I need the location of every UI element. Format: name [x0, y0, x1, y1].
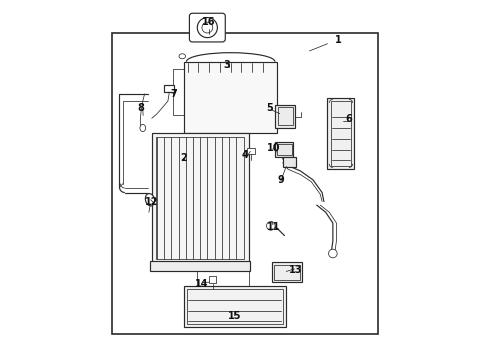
Bar	[274, 265, 300, 280]
Text: 4: 4	[242, 150, 248, 160]
Text: 16: 16	[202, 17, 216, 27]
Bar	[327, 98, 354, 169]
Text: 15: 15	[227, 311, 241, 321]
Bar	[278, 107, 293, 126]
Text: 3: 3	[224, 60, 230, 70]
Text: 8: 8	[138, 103, 145, 113]
Ellipse shape	[179, 54, 186, 59]
Bar	[187, 289, 283, 324]
Bar	[247, 148, 255, 154]
Text: 1: 1	[335, 35, 342, 45]
FancyBboxPatch shape	[190, 13, 225, 42]
Text: 9: 9	[277, 175, 284, 185]
Circle shape	[329, 249, 337, 258]
Text: 11: 11	[267, 222, 280, 231]
Text: 5: 5	[267, 103, 273, 113]
Ellipse shape	[140, 125, 146, 132]
Text: 2: 2	[181, 153, 187, 163]
Text: 13: 13	[289, 265, 302, 275]
Bar	[112, 33, 378, 334]
Bar	[150, 261, 250, 271]
Text: 14: 14	[195, 279, 209, 289]
Ellipse shape	[146, 194, 154, 206]
Text: 12: 12	[145, 197, 158, 207]
Bar	[152, 134, 248, 262]
Bar	[275, 142, 294, 157]
Bar	[164, 85, 174, 92]
Circle shape	[202, 22, 213, 33]
Text: 10: 10	[267, 143, 280, 153]
Bar	[184, 62, 277, 134]
Bar	[272, 262, 302, 282]
Bar	[156, 137, 245, 259]
Circle shape	[267, 222, 275, 230]
Bar	[277, 144, 292, 155]
Bar	[331, 101, 351, 166]
Text: 6: 6	[345, 114, 352, 124]
Bar	[184, 286, 286, 327]
Bar	[275, 105, 295, 128]
Bar	[283, 157, 296, 167]
Text: 7: 7	[170, 89, 177, 99]
Circle shape	[197, 18, 218, 38]
